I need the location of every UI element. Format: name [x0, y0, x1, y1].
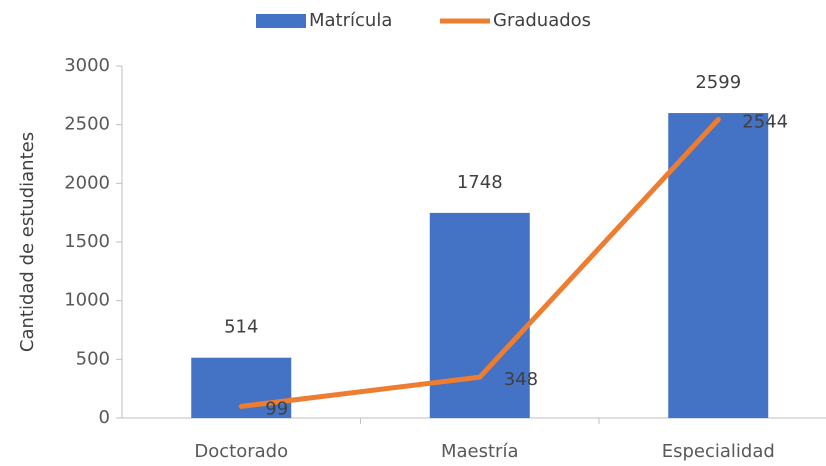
y-tick-label: 0: [99, 407, 110, 428]
y-tick-label: 3000: [64, 55, 110, 76]
bar: [668, 113, 769, 419]
x-tick-label: Especialidad: [662, 441, 775, 462]
y-tick-label: 2000: [64, 172, 110, 193]
bar: [429, 212, 530, 418]
y-axis-title: Cantidad de estudiantes: [17, 132, 38, 352]
line-value-label: 348: [504, 369, 538, 390]
line-value-label: 2544: [742, 112, 788, 133]
legend-label: Graduados: [493, 10, 591, 31]
x-tick-label: Doctorado: [194, 441, 288, 462]
y-tick-label: 2500: [64, 114, 110, 135]
y-tick-label: 1000: [64, 290, 110, 311]
bar-value-label: 2599: [695, 72, 741, 93]
x-tick-label: Maestría: [441, 441, 519, 462]
line: [238, 117, 721, 409]
line-value-label: 99: [265, 398, 288, 419]
bar-value-label: 514: [224, 317, 258, 338]
bar-value-label: 1748: [457, 172, 503, 193]
y-tick-label: 1500: [64, 231, 110, 252]
y-tick-label: 500: [76, 348, 110, 369]
legend-label: Matrícula: [309, 10, 392, 31]
legend-swatch: [256, 14, 306, 28]
